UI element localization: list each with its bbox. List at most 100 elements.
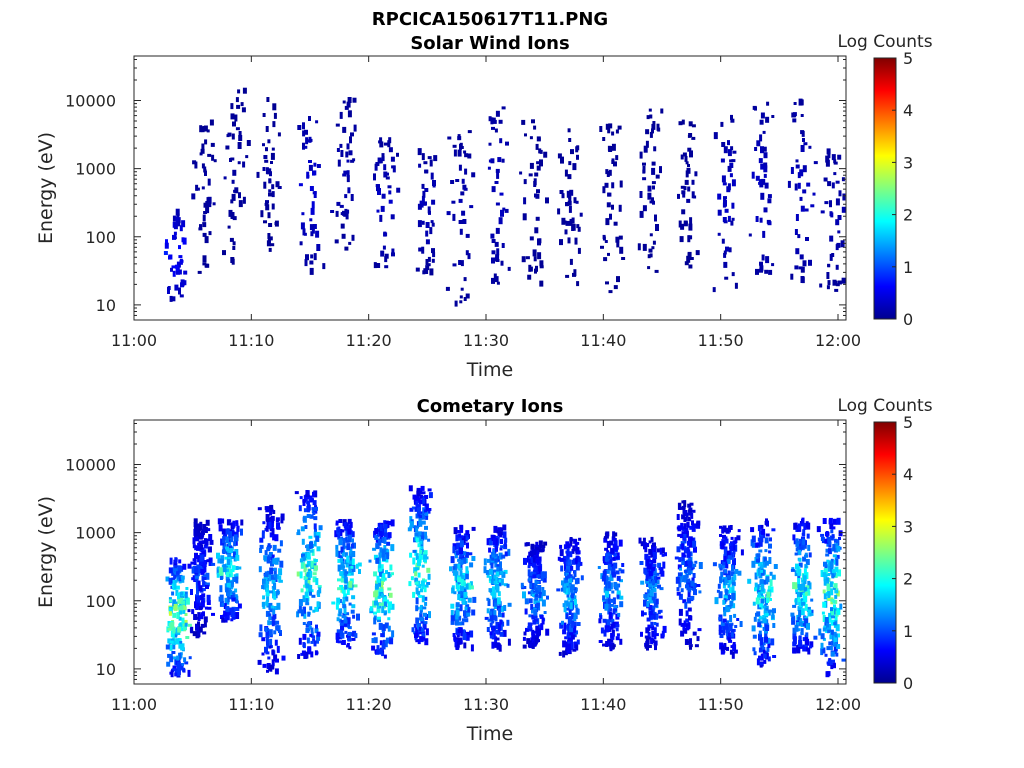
heatmap-cell bbox=[449, 566, 452, 572]
heatmap-cell bbox=[533, 630, 538, 634]
heatmap-cell bbox=[824, 201, 829, 205]
heatmap-cell bbox=[571, 620, 575, 628]
heatmap-cell bbox=[344, 552, 348, 558]
heatmap-cell bbox=[758, 647, 762, 653]
heatmap-cell bbox=[569, 565, 574, 571]
heatmap-cell bbox=[199, 614, 203, 618]
heatmap-cell bbox=[557, 208, 561, 215]
heatmap-cell bbox=[421, 631, 426, 639]
heatmap-cell bbox=[430, 220, 434, 224]
heatmap-cell bbox=[651, 181, 656, 185]
heatmap-cell bbox=[459, 547, 463, 555]
heatmap-cell bbox=[729, 649, 733, 655]
heatmap-cell bbox=[787, 180, 791, 188]
heatmap-cell bbox=[182, 563, 187, 570]
heatmap-cell bbox=[419, 515, 424, 518]
heatmap-cell bbox=[538, 560, 542, 566]
heatmap-cell bbox=[536, 189, 540, 194]
heatmap-cell bbox=[736, 535, 741, 541]
heatmap-cell bbox=[316, 531, 321, 538]
heatmap-cell bbox=[522, 636, 526, 641]
heatmap-cell bbox=[697, 628, 702, 632]
heatmap-cell bbox=[727, 634, 732, 641]
heatmap-cell bbox=[564, 564, 567, 571]
heatmap-cell bbox=[687, 186, 691, 192]
heatmap-cell bbox=[353, 124, 357, 132]
heatmap-cell bbox=[493, 574, 497, 579]
heatmap-cell bbox=[204, 236, 209, 244]
heatmap-cell bbox=[566, 602, 571, 607]
heatmap-cell bbox=[336, 597, 341, 605]
heatmap-cell bbox=[489, 631, 493, 636]
heatmap-cell bbox=[414, 633, 418, 639]
heatmap-cell bbox=[257, 507, 262, 511]
heatmap-cell bbox=[231, 193, 236, 201]
heatmap-cell bbox=[173, 603, 178, 611]
heatmap-cell bbox=[562, 629, 567, 635]
heatmap-cell bbox=[496, 171, 500, 179]
heatmap-cell bbox=[202, 524, 207, 528]
heatmap-cell bbox=[500, 578, 504, 586]
heatmap-cell bbox=[313, 531, 317, 538]
heatmap-cell bbox=[498, 531, 503, 536]
heatmap-cell bbox=[773, 564, 778, 569]
heatmap-cell bbox=[648, 569, 653, 577]
heatmap-cell bbox=[179, 627, 184, 632]
heatmap-cell bbox=[806, 533, 810, 539]
heatmap-cell bbox=[794, 265, 799, 270]
heatmap-cell bbox=[463, 150, 467, 154]
heatmap-cell bbox=[683, 536, 687, 540]
heatmap-cell bbox=[426, 263, 431, 267]
heatmap-cell bbox=[825, 532, 828, 537]
heatmap-cell bbox=[409, 507, 414, 512]
heatmap-cell bbox=[818, 628, 822, 636]
heatmap-cell bbox=[803, 595, 808, 603]
y-tick-label: 100 bbox=[85, 592, 116, 611]
heatmap-cell bbox=[495, 110, 500, 117]
heatmap-cell bbox=[428, 210, 431, 215]
heatmap-cell bbox=[801, 583, 806, 591]
heatmap-cell bbox=[725, 246, 729, 252]
heatmap-cell bbox=[569, 641, 574, 649]
heatmap-cell bbox=[836, 242, 841, 248]
heatmap-cell bbox=[683, 548, 687, 554]
heatmap-cell bbox=[374, 163, 378, 171]
heatmap-cell bbox=[419, 636, 424, 640]
heatmap-cell bbox=[765, 607, 769, 611]
heatmap-cell bbox=[611, 590, 615, 594]
heatmap-cell bbox=[373, 571, 378, 577]
heatmap-cell bbox=[471, 172, 476, 178]
heatmap-cell bbox=[346, 159, 350, 163]
heatmap-cell bbox=[207, 196, 212, 204]
heatmap-cell bbox=[722, 217, 727, 222]
heatmap-cell bbox=[338, 538, 343, 546]
heatmap-cell bbox=[209, 539, 214, 545]
heatmap-cell bbox=[316, 631, 321, 637]
heatmap-cell bbox=[751, 171, 755, 179]
heatmap-cell bbox=[568, 138, 572, 142]
heatmap-cell bbox=[839, 603, 843, 610]
heatmap-cell bbox=[496, 536, 500, 544]
heatmap-cell bbox=[727, 140, 730, 146]
heatmap-cell bbox=[351, 595, 356, 600]
heatmap-cell bbox=[267, 556, 270, 564]
heatmap-cell bbox=[639, 191, 643, 198]
heatmap-cell bbox=[759, 591, 764, 597]
heatmap-cell bbox=[312, 638, 316, 642]
figure-title: RPCICA150617T11.PNG bbox=[372, 9, 608, 30]
heatmap-cell bbox=[726, 550, 731, 556]
heatmap-cell bbox=[226, 589, 230, 596]
heatmap-cell bbox=[389, 564, 393, 571]
heatmap-cell bbox=[648, 583, 652, 588]
heatmap-cell bbox=[309, 186, 314, 191]
heatmap-cell bbox=[353, 584, 358, 588]
heatmap-cell bbox=[605, 569, 610, 574]
heatmap-cell bbox=[576, 550, 581, 555]
x-tick-label: 11:40 bbox=[580, 331, 626, 350]
heatmap-cell bbox=[751, 535, 756, 543]
heatmap-cell bbox=[538, 592, 542, 598]
heatmap-cell bbox=[532, 561, 536, 568]
heatmap-cell bbox=[756, 658, 760, 666]
heatmap-cell bbox=[262, 663, 267, 668]
heatmap-cell bbox=[727, 165, 732, 172]
